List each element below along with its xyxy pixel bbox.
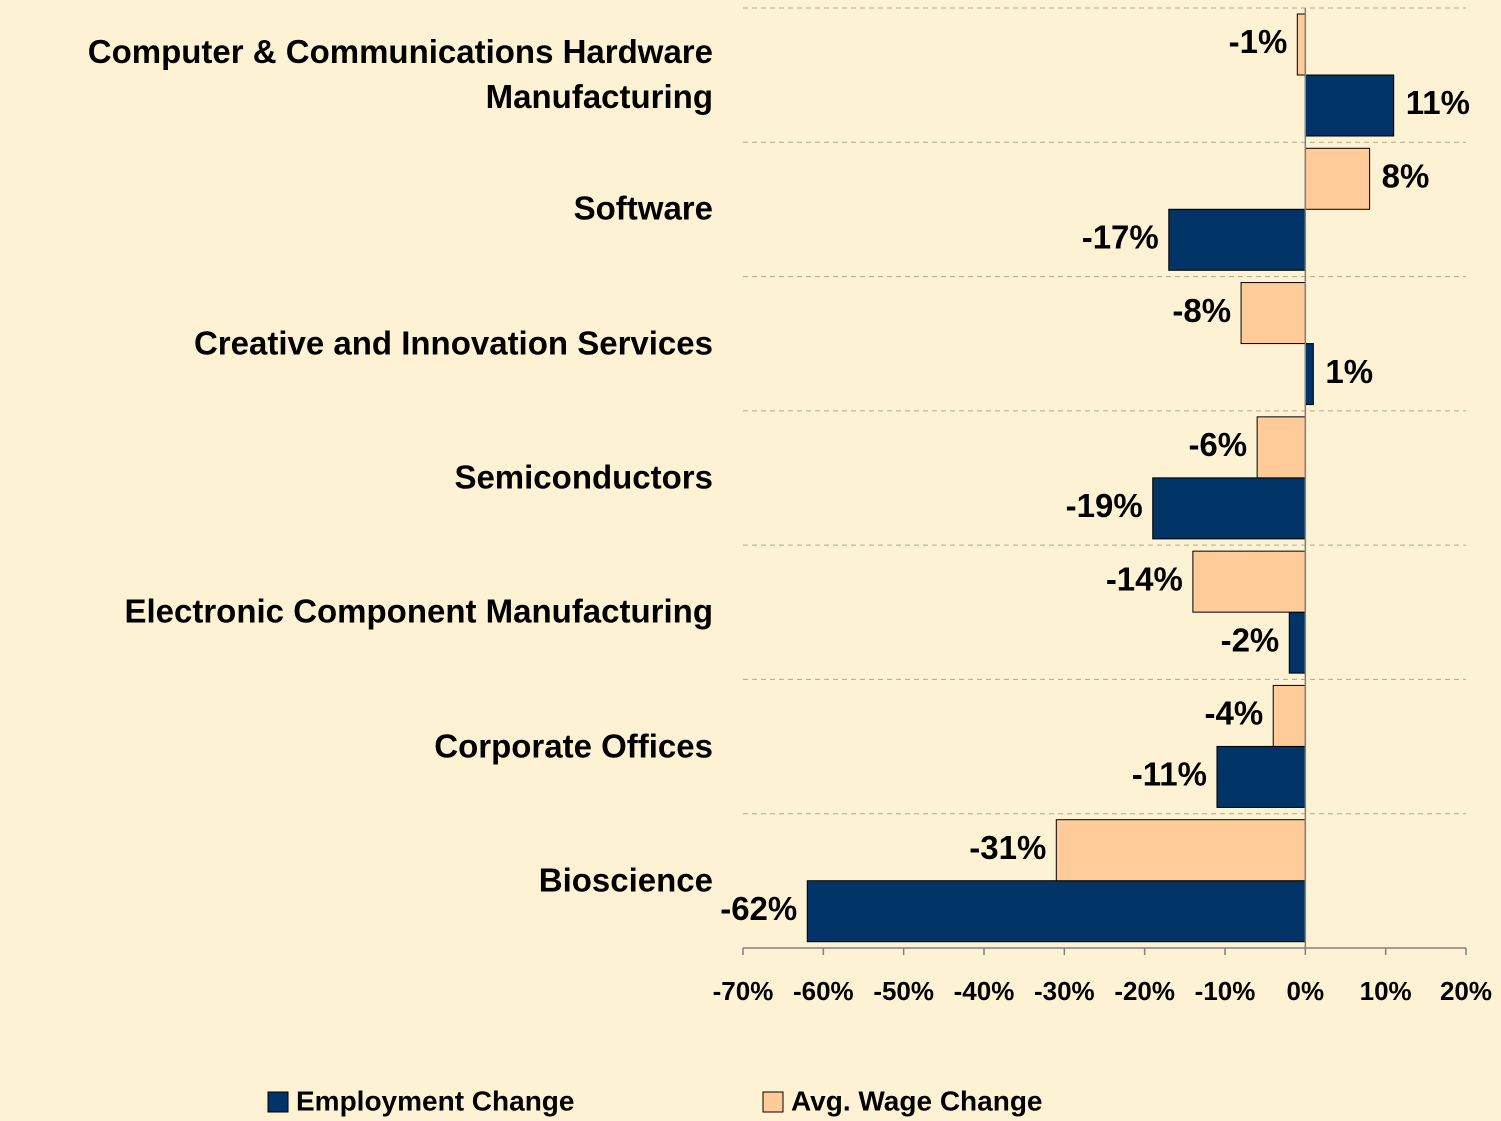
legend-label: Employment Change [296, 1085, 574, 1116]
value-label: -19% [1066, 487, 1143, 524]
value-label: -11% [1132, 756, 1207, 793]
bar [1256, 416, 1306, 479]
value-label: 1% [1325, 353, 1373, 390]
value-label: -8% [1172, 292, 1231, 329]
bar [1288, 611, 1306, 674]
category-label: Electronic Component Manufacturing [124, 592, 713, 630]
x-tick-label: 10% [1360, 976, 1412, 1006]
value-label: -2% [1221, 621, 1280, 658]
value-label: -62% [720, 890, 797, 927]
value-label: -17% [1082, 219, 1159, 256]
value-label: -6% [1188, 426, 1247, 463]
x-tick-label: -30% [1034, 976, 1095, 1006]
legend-swatch [762, 1091, 784, 1113]
legend-label: Avg. Wage Change [791, 1085, 1043, 1116]
category-label: Computer & Communications Hardware Manuf… [87, 33, 713, 116]
x-tick-label: -10% [1195, 976, 1256, 1006]
bar [1168, 208, 1306, 271]
bar [1272, 684, 1306, 747]
x-tick-label: -60% [793, 976, 854, 1006]
value-label: 8% [1382, 158, 1430, 195]
value-label: -14% [1106, 560, 1183, 597]
bar [1304, 343, 1314, 406]
category-label: Corporate Offices [434, 727, 713, 765]
bar [1296, 13, 1306, 76]
x-tick-label: -70% [713, 976, 774, 1006]
x-tick-label: -40% [954, 976, 1015, 1006]
category-label: Software [573, 189, 713, 227]
legend-swatch [267, 1091, 289, 1113]
value-label: -31% [969, 829, 1046, 866]
value-label: -4% [1205, 695, 1264, 732]
category-label: Creative and Innovation Services [193, 324, 713, 362]
x-tick-label: -20% [1114, 976, 1175, 1006]
value-label: 11% [1406, 84, 1470, 121]
bar [806, 880, 1306, 943]
x-tick-label: 20% [1440, 976, 1492, 1006]
bar [1304, 147, 1371, 210]
value-label: -1% [1229, 23, 1288, 60]
x-tick-label: -50% [873, 976, 934, 1006]
bar [1216, 745, 1306, 808]
bar [1192, 550, 1306, 613]
bar [1055, 819, 1306, 882]
bar [1240, 282, 1306, 345]
bar [1304, 74, 1395, 137]
bar [1152, 477, 1306, 540]
x-tick-label: 0% [1287, 976, 1325, 1006]
category-label: Semiconductors [454, 458, 713, 496]
category-label: Bioscience [538, 861, 713, 899]
